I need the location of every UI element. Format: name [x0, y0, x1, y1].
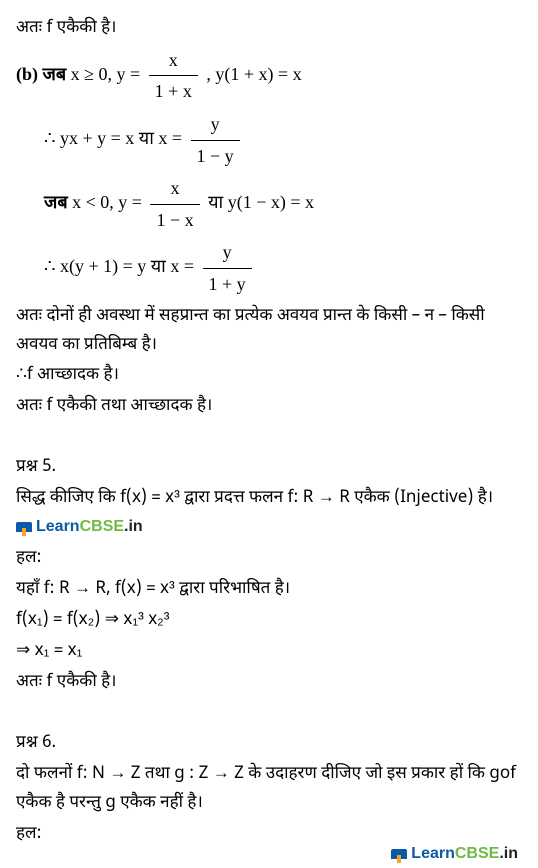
q5-step-3: ⇒ x₁ = x₁ — [16, 637, 522, 666]
question-6-text: दो फलनों f: N → Z तथा g : Z → Z के उदाहर… — [16, 760, 522, 818]
b1-pre: x ≥ 0, y = — [71, 64, 141, 84]
b1-post: , y(1 + x) = x — [206, 64, 301, 84]
b1-den: 1 + x — [149, 76, 198, 107]
conclusion-1: अतः दोनों ही अवस्था में सहप्रान्त का प्र… — [16, 302, 522, 360]
q5-step-4: अतः f एकैकी है। — [16, 668, 522, 697]
b4-den: 1 + y — [203, 269, 252, 300]
conclusion-2: ∴f आच्छादक है। — [16, 361, 522, 390]
q5-step-1: यहाँ f: R → R, f(x) = x³ द्वारा परिभाषित… — [16, 575, 522, 604]
b1-num: x — [149, 45, 198, 77]
logo-in-f: .in — [499, 840, 518, 867]
q5-step-2: f(x₁) = f(x₂) ⇒ x₁³ x₂³ — [16, 606, 522, 635]
question-6-label: प्रश्न 6. — [16, 729, 522, 758]
learncbse-logo-inline: LearnCBSE.in — [16, 513, 143, 540]
question-5-text: सिद्ध कीजिए कि f(x) = x³ द्वारा प्रदत्त … — [16, 484, 522, 542]
case-b-line2: ∴ yx + y = x या x = y 1 − y — [16, 109, 522, 171]
b3-pre: x < 0, y = — [72, 192, 142, 212]
b4-num: y — [203, 237, 252, 269]
b2-den: 1 − y — [191, 141, 240, 172]
b3-num: x — [150, 173, 199, 205]
b3-frac: x 1 − x — [150, 173, 199, 235]
b1-frac: x 1 + x — [149, 45, 198, 107]
graduation-cap-icon — [16, 522, 32, 532]
line-f-ekaiki: अतः f एकैकी है। — [16, 14, 522, 43]
b2-num: y — [191, 109, 240, 141]
learncbse-logo-footer: LearnCBSE.in — [391, 840, 518, 867]
logo-in: .in — [124, 513, 143, 540]
case-b-label: (b) जब — [16, 64, 66, 84]
solution-label-1: हल: — [16, 544, 522, 573]
b2-frac: y 1 − y — [191, 109, 240, 171]
logo-cbse-f: CBSE — [455, 840, 499, 867]
logo-learn: Learn — [36, 513, 80, 540]
conclusion-3: अतः f एकैकी तथा आच्छादक है। — [16, 392, 522, 421]
logo-cbse: CBSE — [80, 513, 124, 540]
graduation-cap-icon — [391, 849, 407, 859]
question-5-label: प्रश्न 5. — [16, 453, 522, 482]
b2-pre: ∴ yx + y = x या x = — [44, 128, 182, 148]
case-b-line1: (b) जब x ≥ 0, y = x 1 + x , y(1 + x) = x — [16, 45, 522, 107]
b3-den: 1 − x — [150, 205, 199, 236]
case-b-line3: जब x < 0, y = x 1 − x या y(1 − x) = x — [16, 173, 522, 235]
b4-pre: ∴ x(y + 1) = y या x = — [44, 257, 194, 277]
logo-learn-f: Learn — [411, 840, 455, 867]
b3-post: या y(1 − x) = x — [208, 192, 314, 212]
case-b-line4: ∴ x(y + 1) = y या x = y 1 + y — [16, 237, 522, 299]
b3-label: जब — [44, 192, 68, 212]
b4-frac: y 1 + y — [203, 237, 252, 299]
q5-text: सिद्ध कीजिए कि f(x) = x³ द्वारा प्रदत्त … — [16, 487, 493, 509]
